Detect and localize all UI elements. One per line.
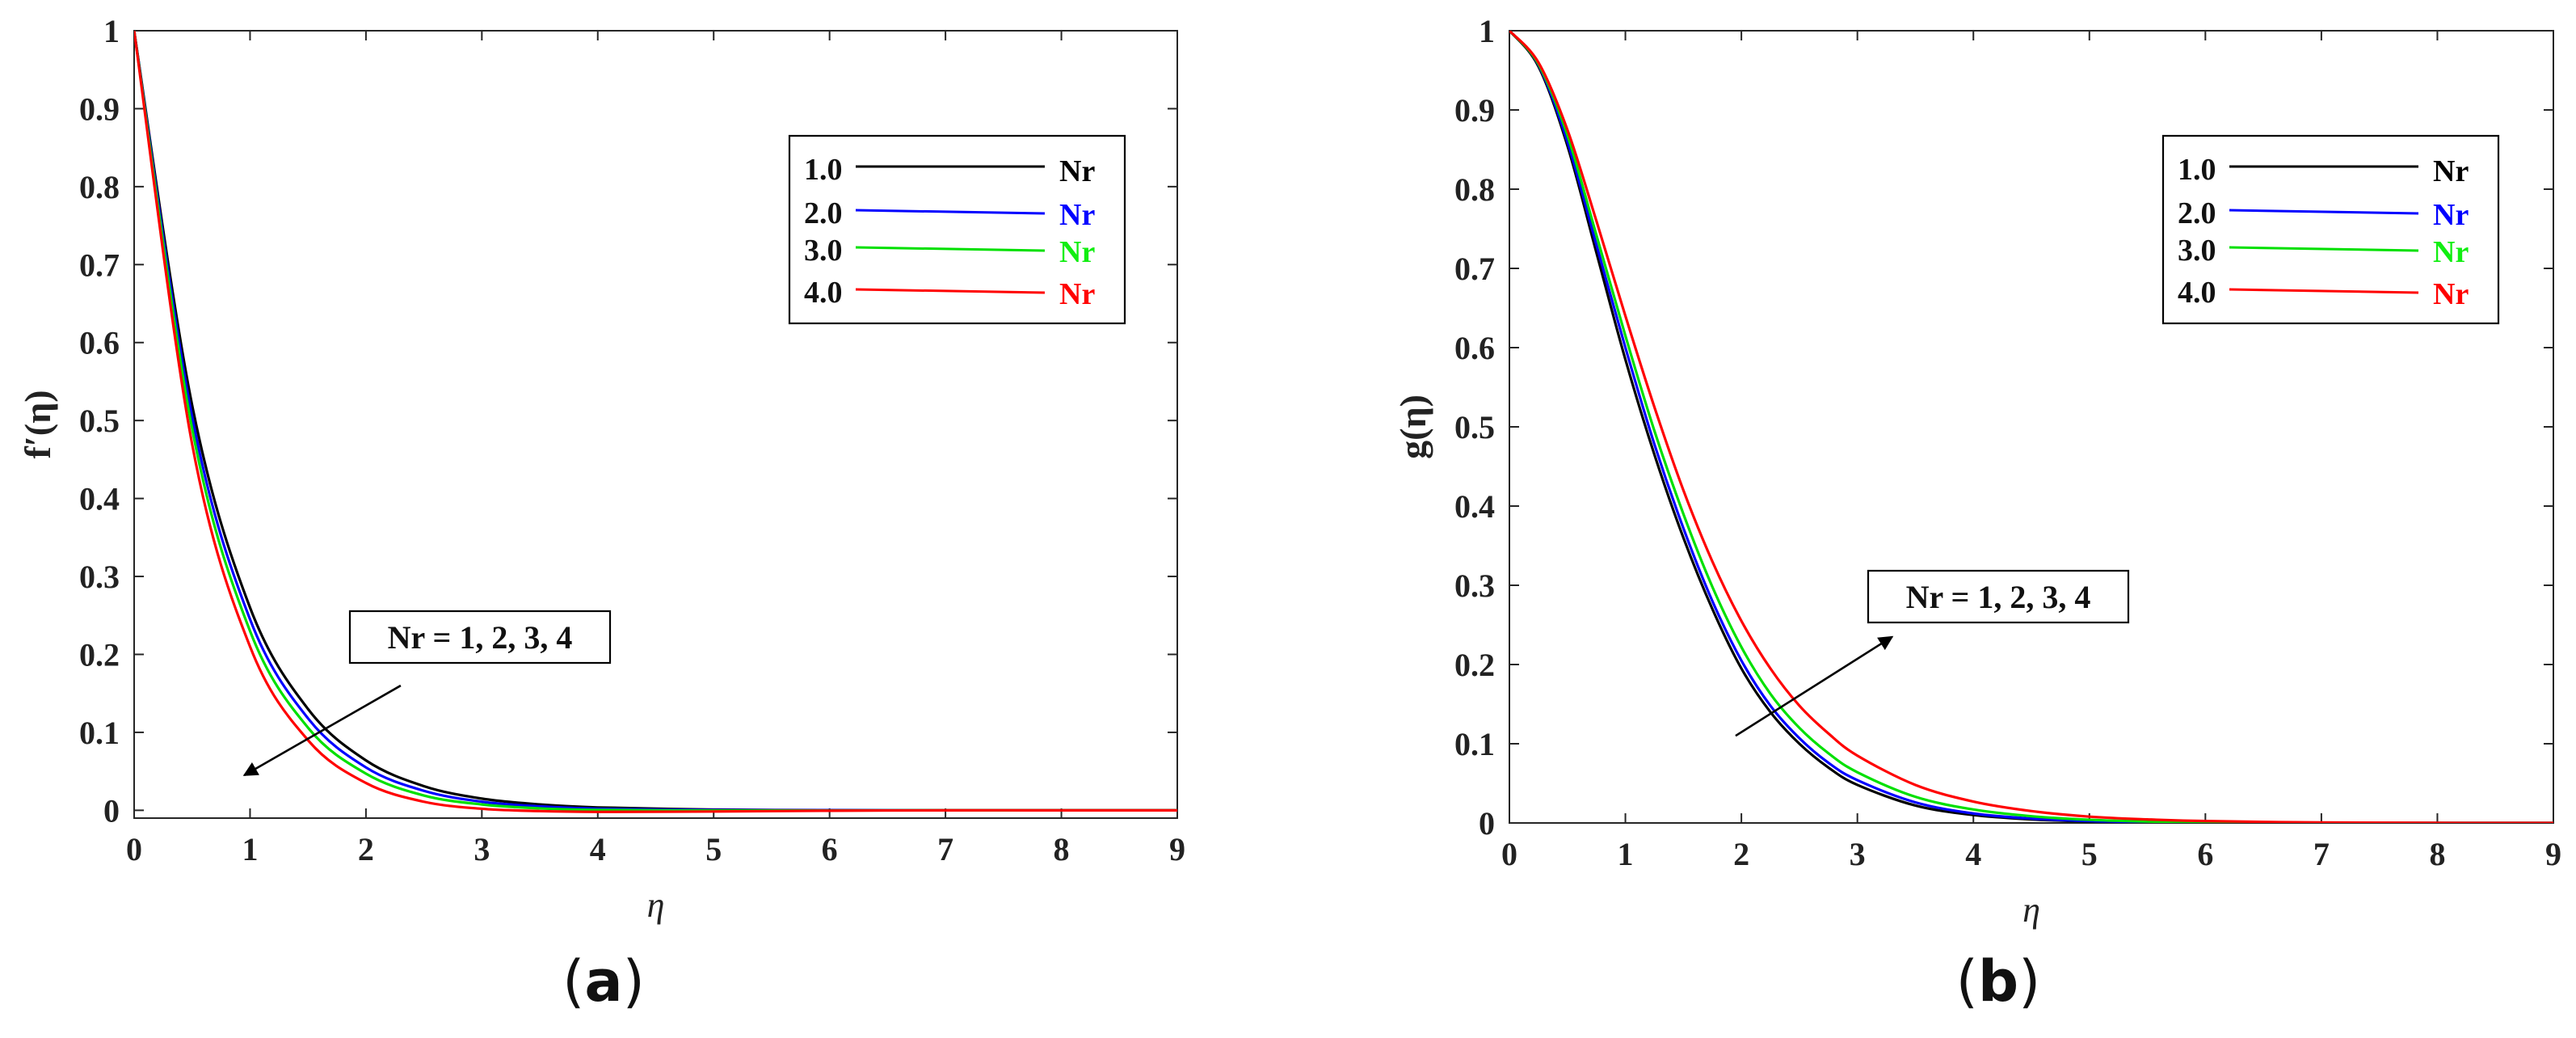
y-tick-label: 0.6 <box>1454 330 1495 366</box>
x-tick-label: 5 <box>2081 836 2098 872</box>
legend-line <box>855 288 1046 294</box>
caption-paren-open: ( <box>1956 948 1978 1015</box>
x-tick-label: 9 <box>1169 831 1185 867</box>
legend-label: Nr <box>2433 154 2469 188</box>
x-tick-label: 7 <box>937 831 953 867</box>
panel-caption: (b) <box>1956 948 2041 1015</box>
annotation: Nr = 1, 2, 3, 4 <box>1735 569 2130 737</box>
legend-label: Nr <box>2433 198 2469 232</box>
legend-label: Nr <box>1059 277 1095 311</box>
legend-value: 4.0 <box>2178 276 2216 310</box>
y-tick-label: 0.1 <box>1454 726 1495 762</box>
curves <box>134 31 1177 813</box>
y-tick-label: 0.5 <box>1454 409 1495 445</box>
x-tick-label: 9 <box>2545 836 2561 872</box>
caption-paren-close: ) <box>2018 948 2040 1015</box>
y-tick-label: 0.4 <box>1454 488 1495 525</box>
x-tick-label: 3 <box>474 831 490 867</box>
y-tick-label: 1 <box>1479 13 1495 49</box>
x-tick-label: 0 <box>126 831 142 867</box>
y-tick-label: 0.2 <box>79 636 120 673</box>
legend-line <box>2229 288 2419 294</box>
x-tick-label: 2 <box>1733 836 1749 872</box>
caption-paren-open: ( <box>562 948 584 1015</box>
legend-label: Nr <box>2433 235 2469 269</box>
legend-line <box>855 246 1046 252</box>
y-tick-label: 0.5 <box>79 403 120 439</box>
legend-value: 1.0 <box>2178 153 2216 187</box>
y-tick-label: 0.3 <box>79 559 120 595</box>
annotation-arrow <box>1735 635 1894 737</box>
x-tick-label: 4 <box>1965 836 1981 872</box>
x-tick-label: 6 <box>822 831 838 867</box>
x-tick-label: 1 <box>1618 836 1634 872</box>
legend-label: Nr <box>1059 198 1095 232</box>
legend-line <box>855 209 1046 215</box>
x-tick-label: 4 <box>590 831 606 867</box>
annotation-text: Nr = 1, 2, 3, 4 <box>388 619 573 656</box>
y-tick-label: 0.9 <box>79 91 120 127</box>
y-tick-label: 0.2 <box>1454 647 1495 683</box>
legend-value: 2.0 <box>804 196 843 230</box>
x-tick-label: 7 <box>2313 836 2330 872</box>
x-axis-label: η <box>2022 890 2040 930</box>
curves <box>1509 31 2553 823</box>
legend-value: 3.0 <box>2178 234 2216 268</box>
caption-letter: b <box>1978 948 2018 1015</box>
legend-line <box>2229 209 2419 215</box>
y-tick-label: 0.9 <box>1454 92 1495 129</box>
annotation: Nr = 1, 2, 3, 4 <box>242 610 612 777</box>
y-tick-label: 0.1 <box>79 715 120 751</box>
y-tick-label: 0.3 <box>1454 568 1495 604</box>
axes-frame <box>133 30 1178 819</box>
panel-caption: (a) <box>562 948 645 1015</box>
x-tick-label: 3 <box>1850 836 1866 872</box>
legend-label: Nr <box>2433 277 2469 311</box>
y-tick-label: 1 <box>103 13 120 49</box>
y-axis-label: g(η) <box>1392 395 1433 459</box>
series-line-nr-4.0 <box>1509 31 2553 823</box>
x-tick-label: 8 <box>1054 831 1070 867</box>
legend-label: Nr <box>1059 154 1095 188</box>
x-tick-label: 6 <box>2197 836 2213 872</box>
y-tick-label: 0 <box>1479 805 1495 842</box>
series-line-nr-4.0 <box>134 31 1177 813</box>
annotation-box <box>1867 569 2130 624</box>
x-tick-label: 0 <box>1501 836 1517 872</box>
y-tick-label: 0.4 <box>79 481 120 517</box>
annotation-text: Nr = 1, 2, 3, 4 <box>1906 579 2091 615</box>
legend-value: 2.0 <box>2178 196 2216 230</box>
y-tick-label: 0.8 <box>79 169 120 205</box>
legend: 1.0 Nr 2.0 Nr 3.0 Nr 4.0 Nr <box>788 134 1126 325</box>
caption-letter: a <box>584 948 622 1015</box>
y-tick-label: 0.7 <box>1454 251 1495 287</box>
y-tick-label: 0.6 <box>79 325 120 361</box>
panel-b: 0 1 2 3 4 5 6 7 8 9 0 0.1 0.2 0.3 0.4 0.5 0.6 0.7 0.8 0.9 1 η… <box>1392 13 2561 1015</box>
y-tick-label: 0.7 <box>79 247 120 283</box>
legend-value: 4.0 <box>804 276 843 310</box>
x-tick-label: 5 <box>705 831 722 867</box>
panel-a: 0 1 2 3 4 5 6 7 8 9 0 0.1 0.2 0.3 0.4 0.5 0.6 0.7 0.8 0.9 1 η… <box>17 13 1185 1015</box>
y-tick-label: 0.8 <box>1454 171 1495 208</box>
legend-line <box>2229 246 2419 252</box>
caption-paren-close: ) <box>623 948 645 1015</box>
x-tick-label: 1 <box>242 831 258 867</box>
legend-value: 3.0 <box>804 234 843 268</box>
x-tick-label: 8 <box>2429 836 2445 872</box>
legend: 1.0 Nr 2.0 Nr 3.0 Nr 4.0 Nr <box>2161 134 2500 325</box>
legend-label: Nr <box>1059 235 1095 269</box>
legend-value: 1.0 <box>804 153 843 187</box>
annotation-arrow <box>242 684 402 777</box>
x-tick-label: 2 <box>358 831 374 867</box>
annotation-box <box>348 610 612 665</box>
y-axis-label: f′(η) <box>17 390 58 458</box>
x-axis-label: η <box>647 885 665 925</box>
y-tick-label: 0 <box>103 792 120 829</box>
